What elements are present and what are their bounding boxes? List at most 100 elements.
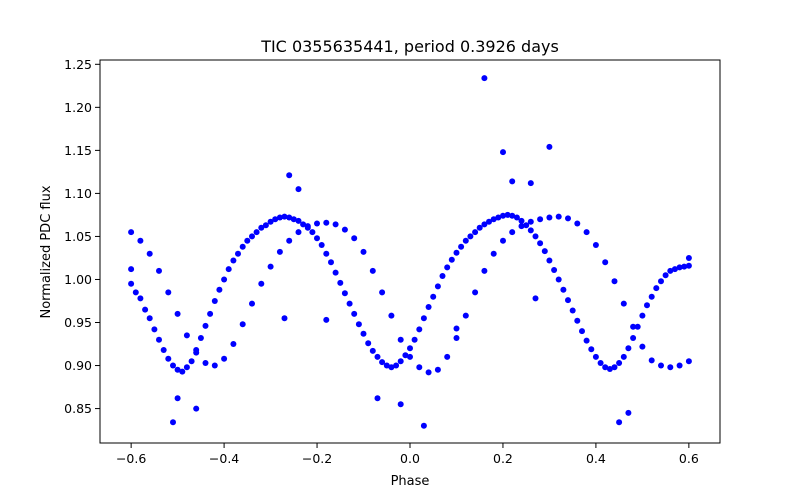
data-point [644,302,650,309]
y-tick-label: 1.05 [64,229,92,244]
data-point [360,248,367,255]
data-point [397,401,404,408]
y-axis-label: Normalized PDC flux [39,185,54,318]
data-point [267,218,274,225]
data-point [393,362,400,369]
data-point [676,362,683,369]
data-point [602,259,609,266]
data-point [653,285,660,292]
data-point [444,264,451,271]
data-point [458,243,465,250]
x-tick-label: −0.6 [116,451,146,466]
data-point [374,353,381,360]
data-point [402,352,409,359]
y-axis: 0.85 0.90 0.95 1.00 1.05 1.10 1.15 1.20 1.25 [64,57,100,416]
data-point [453,335,460,341]
data-point [249,233,255,240]
data-point [239,321,246,328]
data-point [481,221,488,228]
data-point [346,300,353,307]
data-point [611,278,618,285]
y-tick-label: 1.25 [64,57,92,72]
data-point [416,364,423,371]
data-point [560,286,567,293]
data-point [616,419,623,426]
data-point [583,229,590,236]
data-point [383,362,390,369]
data-point [555,213,562,220]
data-point [546,214,553,221]
data-point [662,272,669,279]
data-point [128,280,135,287]
data-point [532,233,539,240]
data-point [527,227,534,234]
data-point [500,212,506,219]
y-tick-label: 0.95 [64,315,92,330]
data-point [518,217,525,224]
data-point [425,304,432,310]
x-tick-label: 0.4 [586,451,606,466]
data-point [165,355,172,362]
data-point [681,263,688,270]
data-point [225,266,232,273]
data-point [523,222,530,229]
data-point [174,310,181,317]
x-tick-label: −0.4 [209,451,239,466]
data-point [295,229,302,236]
data-point [211,362,218,369]
data-point [202,360,209,366]
data-point [411,336,418,343]
data-point [128,266,135,273]
data-point [420,315,427,322]
data-point [314,220,320,227]
data-point [216,286,223,293]
data-point [351,310,358,317]
data-point [574,220,581,227]
data-point [588,346,595,353]
data-point [179,368,186,375]
data-point [276,248,283,255]
data-point [634,323,641,330]
data-point [360,330,367,337]
data-point [369,347,376,354]
data-point [258,224,265,231]
data-point [146,315,153,322]
data-point [369,267,376,274]
data-point [388,364,395,371]
data-point [365,340,372,347]
y-tick-label: 0.90 [64,358,92,373]
data-point [249,300,255,307]
data-point [170,419,176,426]
data-point [430,293,437,300]
data-points [128,75,692,429]
data-point [472,229,479,236]
data-point [592,353,599,360]
y-tick-label: 1.20 [64,100,92,115]
data-point [286,214,293,221]
data-point [490,250,497,257]
data-point [490,216,497,223]
x-tick-label: 0.6 [679,451,699,466]
data-point [337,279,344,286]
data-point [295,186,302,193]
data-point [328,259,334,266]
data-point [625,345,632,352]
data-point [374,395,381,402]
data-point [639,343,646,350]
data-point [630,335,637,341]
data-point [407,345,413,352]
data-point [253,229,260,236]
data-point [504,211,511,218]
data-point [658,362,664,369]
data-point [509,229,516,236]
data-point [667,364,674,371]
data-point [592,242,599,248]
data-point [151,326,158,333]
data-point [453,325,460,332]
y-tick-label: 1.10 [64,186,92,201]
data-point [314,235,320,242]
data-point [388,312,395,319]
data-point [230,341,237,347]
data-point [286,172,293,179]
data-point [472,289,479,296]
